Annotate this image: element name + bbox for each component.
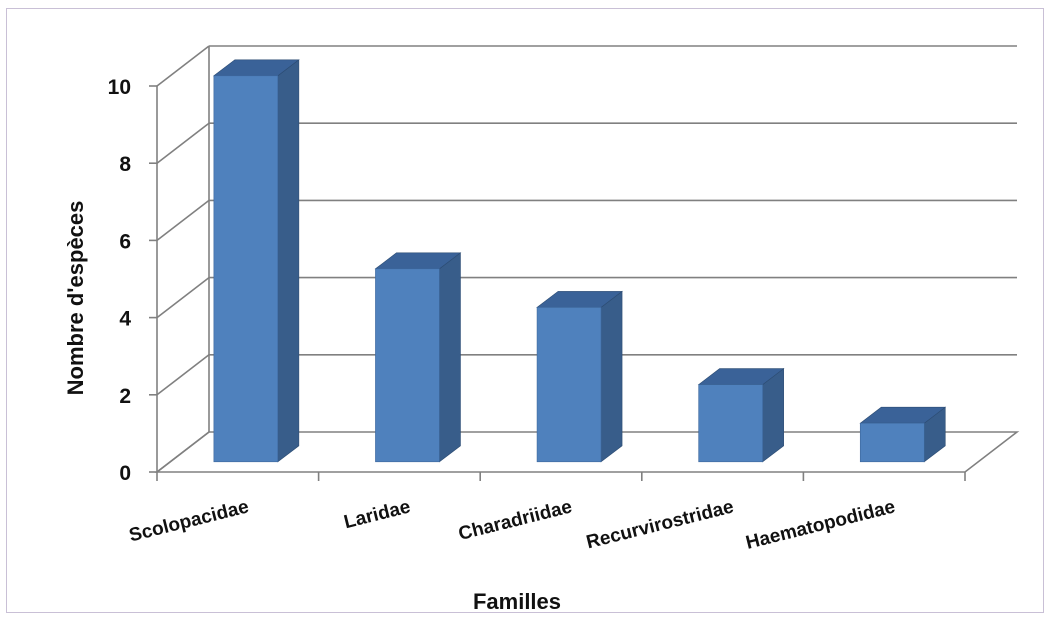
y-axis-title: Nombre d'espèces	[63, 201, 88, 396]
bar-haematopodidae	[859, 406, 947, 463]
side-gridline-4	[156, 276, 210, 319]
x-tick-label: Haematopodidae	[744, 496, 898, 553]
bar-recurvirostridae	[697, 367, 785, 463]
axes	[149, 46, 1020, 481]
x-tick-label: Charadriidae	[456, 496, 574, 544]
y-tick-label: 4	[119, 308, 131, 331]
side-gridline-10	[156, 45, 210, 87]
bar-side	[762, 367, 784, 463]
bar-laridae	[374, 252, 462, 463]
y-tick-label: 0	[119, 462, 131, 485]
y-tick-label: 10	[108, 76, 131, 99]
side-gridline-8	[156, 122, 210, 164]
x-tick-label: Recurvirostridae	[584, 496, 736, 553]
side-gridline-6	[156, 199, 210, 242]
y-tick-label: 2	[119, 385, 131, 408]
bars	[212, 59, 947, 463]
bar-side	[439, 252, 461, 463]
side-gridline-2	[156, 354, 210, 396]
x-tick-label: Laridae	[342, 496, 413, 533]
bar-side	[600, 290, 623, 463]
bar-front	[698, 384, 763, 463]
floor	[154, 431, 1020, 473]
bar-scolopacidae	[212, 59, 300, 463]
bar-charadriidae	[536, 290, 623, 463]
bar-side	[277, 59, 300, 463]
x-tick-label: Scolopacidae	[127, 496, 251, 546]
y-tick-label: 6	[119, 230, 131, 253]
gridlines	[156, 45, 1017, 473]
bar-front	[859, 422, 925, 463]
chart-frame	[6, 8, 1044, 613]
bar-front	[213, 75, 279, 463]
y-tick-label: 8	[119, 153, 131, 176]
bar-front	[536, 307, 602, 463]
bar-front	[375, 268, 440, 463]
x-axis-title: Familles	[473, 589, 561, 614]
